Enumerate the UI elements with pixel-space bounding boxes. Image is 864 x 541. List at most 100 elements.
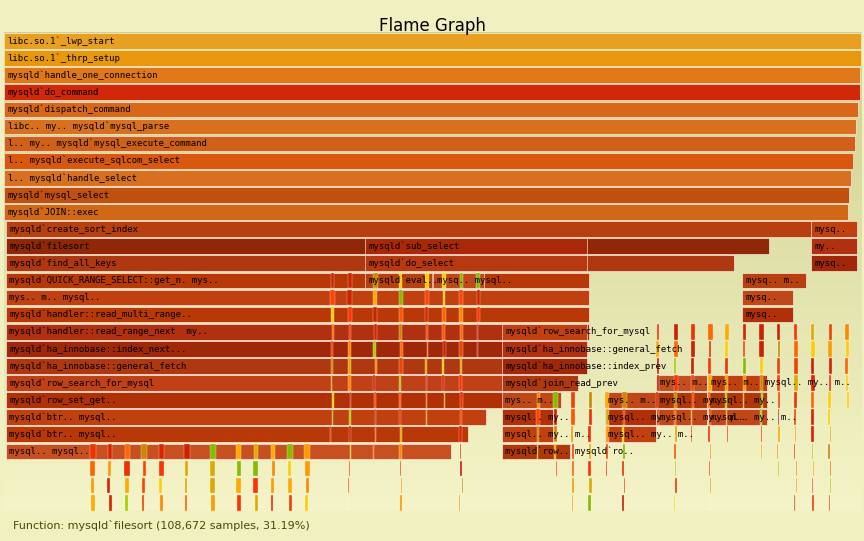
Text: Flame Graph: Flame Graph	[378, 17, 486, 35]
Bar	[365, 273, 433, 288]
Bar	[477, 307, 480, 322]
Text: mysqld`btr.. mysql..: mysqld`btr.. mysql..	[10, 430, 117, 439]
Bar	[107, 478, 111, 493]
Bar	[4, 296, 862, 308]
Bar	[347, 358, 351, 374]
Bar	[330, 289, 334, 305]
Bar	[845, 324, 849, 340]
Bar	[796, 460, 797, 477]
Bar	[794, 392, 797, 408]
Bar	[4, 153, 853, 169]
Bar	[365, 255, 587, 271]
Bar	[743, 358, 746, 374]
Bar	[4, 499, 862, 511]
Bar	[109, 460, 111, 477]
Bar	[810, 221, 857, 237]
Bar	[425, 273, 429, 288]
Text: mysqld`eval..: mysqld`eval..	[368, 276, 438, 285]
Text: mys.. m..: mys.. m..	[505, 395, 554, 405]
Bar	[399, 444, 402, 459]
Bar	[289, 478, 291, 493]
Bar	[459, 307, 463, 322]
Bar	[829, 324, 832, 340]
Bar	[725, 375, 728, 391]
Bar	[794, 341, 797, 357]
Bar	[4, 136, 854, 151]
Bar	[4, 164, 862, 176]
Text: mysql.. my.. m..: mysql.. my.. m..	[505, 430, 591, 439]
Text: l.. mysqld`handle_select: l.. mysqld`handle_select	[8, 173, 137, 182]
Text: mys.. m.. mysql..: mys.. m.. mysql..	[10, 293, 101, 302]
Bar	[761, 392, 763, 408]
Bar	[426, 375, 428, 391]
Text: l.. mysqld`execute_sqlcom_select: l.. mysqld`execute_sqlcom_select	[8, 156, 180, 166]
Bar	[399, 273, 402, 288]
Text: mysqld`QUICK_RANGE_SELECT::get_n. mys..: mysqld`QUICK_RANGE_SELECT::get_n. mys..	[10, 276, 219, 285]
Bar	[143, 460, 146, 477]
Bar	[253, 460, 258, 477]
Bar	[125, 529, 129, 541]
Bar	[674, 358, 677, 374]
Bar	[572, 478, 574, 493]
Bar	[459, 289, 463, 305]
Bar	[6, 426, 468, 442]
Bar	[811, 426, 814, 442]
Bar	[92, 512, 94, 527]
Text: mysqld`join_read_prev: mysqld`join_read_prev	[505, 378, 619, 388]
Bar	[708, 375, 712, 391]
Bar	[811, 478, 813, 493]
Bar	[399, 375, 401, 391]
Bar	[778, 392, 780, 408]
Bar	[160, 495, 162, 511]
Bar	[476, 273, 480, 288]
Bar	[725, 358, 728, 374]
Bar	[210, 512, 213, 527]
Bar	[623, 410, 626, 425]
Text: mysqld`row_set_get..: mysqld`row_set_get..	[10, 395, 117, 405]
Bar	[4, 102, 858, 117]
Bar	[288, 460, 291, 477]
Bar	[744, 375, 746, 391]
Bar	[109, 495, 111, 511]
Bar	[4, 260, 862, 272]
Bar	[828, 341, 832, 357]
Bar	[553, 392, 558, 408]
Bar	[159, 529, 162, 541]
Bar	[606, 444, 608, 459]
Bar	[760, 358, 763, 374]
Bar	[374, 324, 377, 340]
Bar	[253, 478, 258, 493]
Bar	[622, 392, 626, 408]
Bar	[143, 478, 145, 493]
Bar	[4, 380, 862, 392]
Bar	[124, 460, 130, 477]
Bar	[427, 341, 429, 357]
Bar	[6, 255, 734, 271]
Bar	[4, 224, 862, 236]
Bar	[675, 460, 677, 477]
Bar	[255, 495, 257, 511]
Bar	[349, 410, 351, 425]
Bar	[674, 324, 678, 340]
Bar	[332, 324, 334, 340]
Bar	[305, 460, 310, 477]
Text: mysql.. my..: mysql.. my..	[608, 413, 673, 421]
Bar	[606, 460, 607, 477]
Bar	[477, 289, 480, 305]
Bar	[332, 307, 334, 322]
Bar	[4, 284, 862, 296]
Bar	[91, 478, 93, 493]
Bar	[373, 289, 378, 305]
Bar	[794, 495, 795, 511]
Bar	[4, 118, 856, 134]
Bar	[460, 341, 463, 357]
Bar	[184, 444, 190, 459]
Bar	[658, 410, 659, 425]
Bar	[606, 426, 609, 442]
Bar	[460, 512, 461, 527]
Bar	[125, 512, 129, 527]
Bar	[674, 444, 676, 459]
Bar	[289, 495, 292, 511]
Bar	[307, 529, 309, 541]
Bar	[828, 410, 830, 425]
